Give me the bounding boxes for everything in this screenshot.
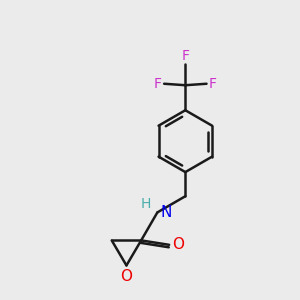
Text: O: O <box>172 237 184 252</box>
Text: F: F <box>208 77 217 91</box>
Text: H: H <box>141 197 152 211</box>
Text: F: F <box>154 77 162 91</box>
Text: N: N <box>160 205 172 220</box>
Text: O: O <box>120 269 132 284</box>
Text: F: F <box>181 49 189 63</box>
